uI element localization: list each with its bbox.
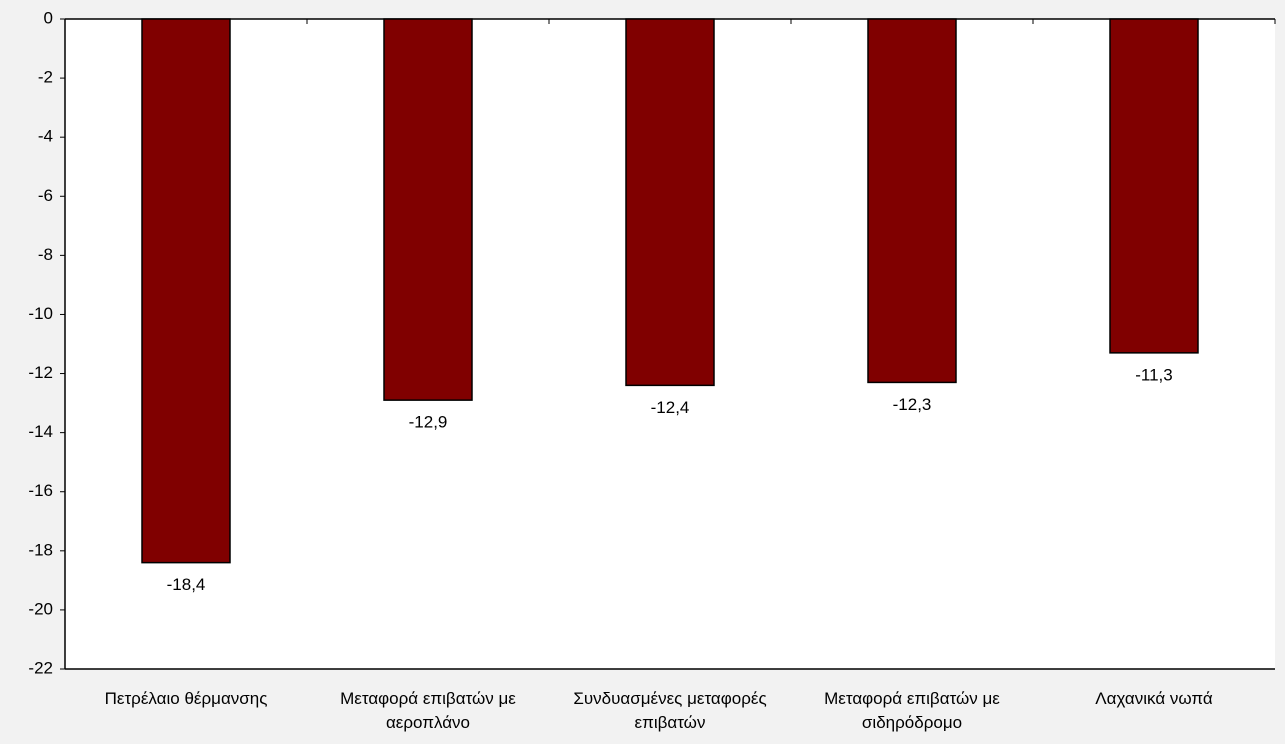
value-label: -11,3 [1135,365,1173,384]
y-tick-label: -2 [38,68,53,87]
y-tick-label: -8 [38,245,53,264]
bar [867,18,957,384]
x-tick-label: Συνδυασμένες μεταφορές επιβατών [573,689,767,732]
y-tick-label: -12 [28,363,53,382]
x-tick-label: Μεταφορά επιβατών με σιδηρόδρομο [824,689,1000,732]
value-label: -12,3 [893,395,932,414]
bar [383,18,473,401]
y-tick-label: 0 [44,8,53,27]
x-tick-label: Μεταφορά επιβατών με αεροπλάνο [340,689,516,732]
bar [625,18,715,387]
y-tick-label: -20 [28,599,53,618]
y-tick-label: -22 [28,658,53,677]
value-label: -12,9 [409,413,448,432]
y-tick-label: -10 [28,304,53,323]
y-tick-label: -16 [28,481,53,500]
y-tick-label: -6 [38,186,53,205]
y-tick-label: -18 [28,540,53,559]
y-tick-label: -4 [38,127,53,146]
y-tick-label: -14 [28,422,53,441]
value-label: -12,4 [651,398,690,417]
x-tick-label: Λαχανικά νωπά [1095,689,1213,708]
bar [1109,18,1199,354]
bar [141,18,231,564]
value-label: -18,4 [167,575,206,594]
x-tick-label: Πετρέλαιο θέρμανσης [104,689,268,708]
